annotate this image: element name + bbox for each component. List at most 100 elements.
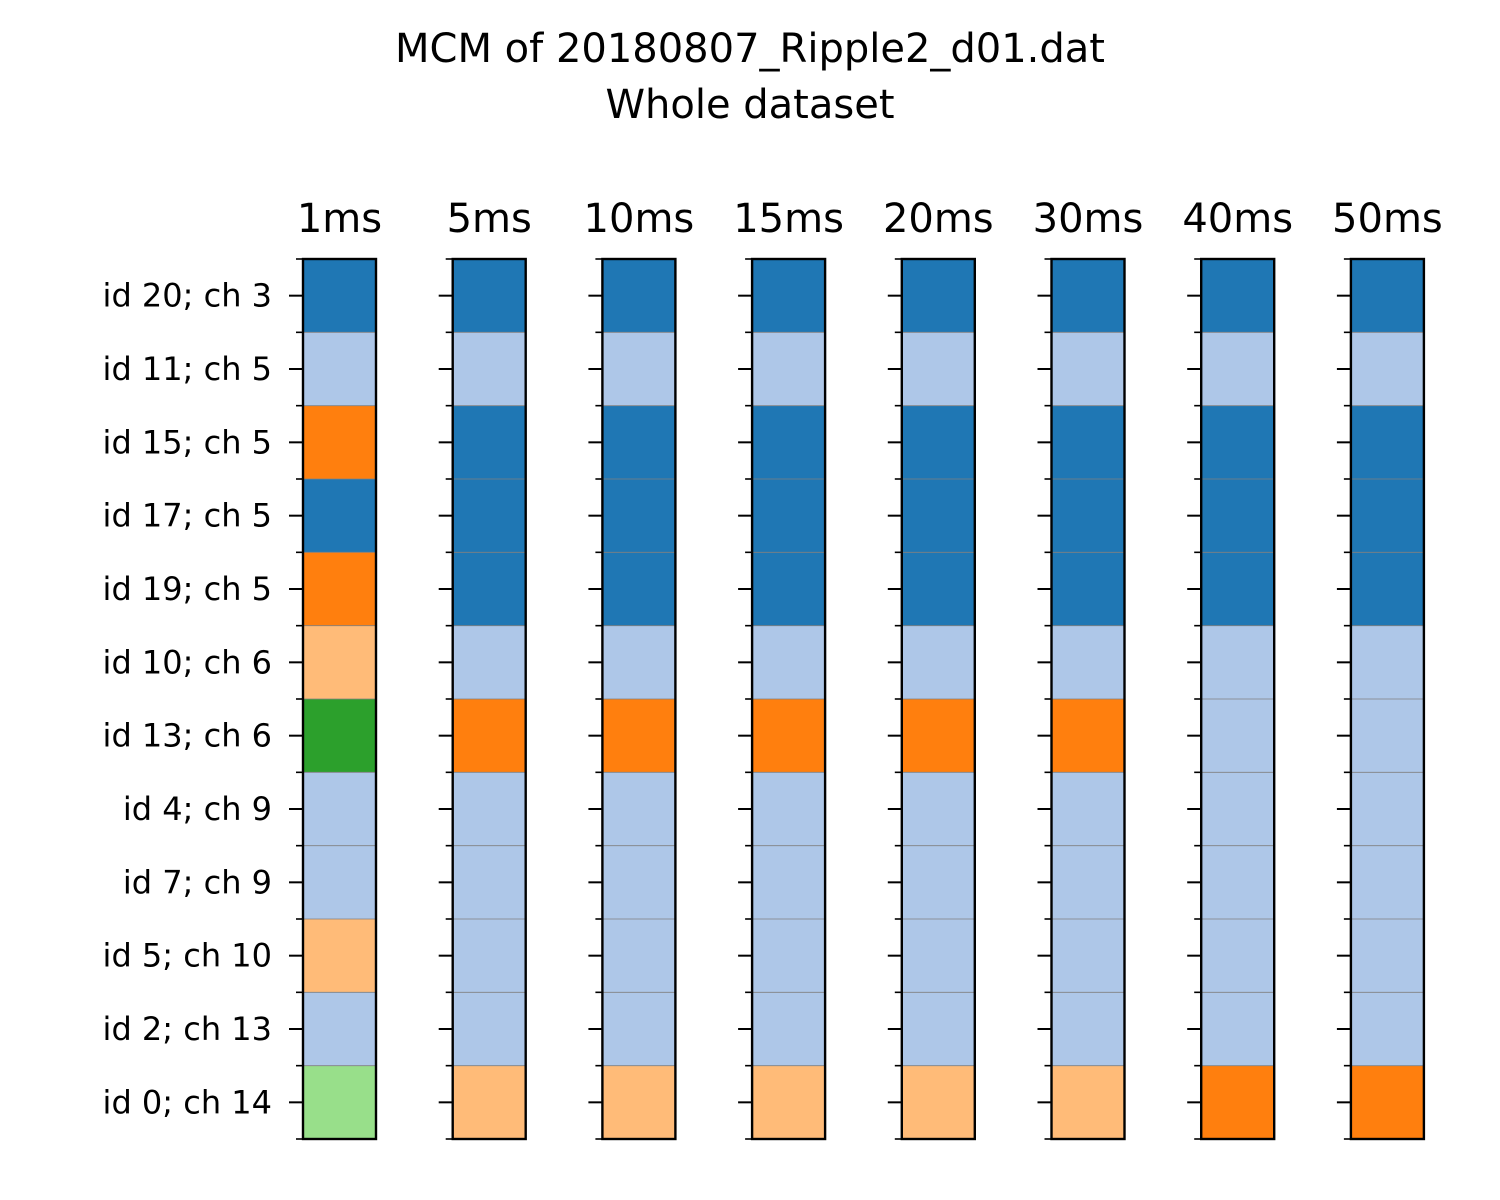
row-label: id 4; ch 9 xyxy=(123,790,272,828)
heatmap-cell xyxy=(1051,405,1125,479)
row-label: id 10; ch 6 xyxy=(103,643,272,681)
heatmap-cell xyxy=(452,332,526,406)
heatmap-cell xyxy=(452,625,526,699)
heatmap-cell xyxy=(602,772,676,846)
heatmap-cell xyxy=(303,552,376,626)
heatmap-cell xyxy=(1051,332,1125,406)
heatmap-cell xyxy=(752,259,826,333)
row-label: id 0; ch 14 xyxy=(103,1083,272,1121)
heatmap-cell xyxy=(752,699,826,773)
row-label-group: id 20; ch 3 id 11; ch 5 id 15; ch 5 id 17; … xyxy=(103,277,272,1122)
heatmap-cell xyxy=(901,552,975,626)
heatmap-cell xyxy=(1051,625,1125,699)
heatmap-cell xyxy=(452,259,526,333)
heatmap-cell xyxy=(1051,772,1125,846)
heatmap-cell xyxy=(752,405,826,479)
row-label: id 15; ch 5 xyxy=(103,423,272,461)
heatmap-cell xyxy=(1350,845,1424,919)
heatmap-cell xyxy=(901,772,975,846)
panel-1ms: 1ms xyxy=(289,196,382,1141)
heatmap-cell xyxy=(901,1065,975,1139)
heatmap-cell xyxy=(303,919,376,993)
row-label: id 20; ch 3 xyxy=(103,277,272,315)
heatmap-cell xyxy=(752,552,826,626)
heatmap-cell xyxy=(1201,405,1275,479)
heatmap-cell xyxy=(303,259,376,333)
heatmap-cell xyxy=(303,699,376,773)
heatmap-cell xyxy=(602,259,676,333)
heatmap-cell xyxy=(901,992,975,1066)
column-title: 20ms xyxy=(883,196,994,242)
heatmap-cell xyxy=(1201,479,1275,553)
heatmap-cell xyxy=(1051,1065,1125,1139)
heatmap-cell xyxy=(452,992,526,1066)
heatmap-cell xyxy=(752,332,826,406)
heatmap-cell xyxy=(303,625,376,699)
heatmap-cell xyxy=(1350,772,1424,846)
heatmap-cell xyxy=(602,992,676,1066)
heatmap-cell xyxy=(1201,1065,1275,1139)
row-label: id 2; ch 13 xyxy=(103,1010,272,1048)
heatmap-cell xyxy=(303,479,376,553)
heatmap-cell xyxy=(452,479,526,553)
heatmap-cell xyxy=(1201,845,1275,919)
heatmap-cell xyxy=(1350,1065,1424,1139)
heatmap-cell xyxy=(452,772,526,846)
column-title: 50ms xyxy=(1332,196,1443,242)
row-label: id 17; ch 5 xyxy=(103,497,272,535)
row-label: id 19; ch 5 xyxy=(103,570,272,608)
heatmap-cell xyxy=(452,1065,526,1139)
heatmap-cell xyxy=(1051,479,1125,553)
heatmap-cell xyxy=(752,625,826,699)
heatmap-cell xyxy=(901,699,975,773)
panel-10ms: 10ms xyxy=(584,196,695,1141)
heatmap-cell xyxy=(452,405,526,479)
heatmap-cell xyxy=(602,552,676,626)
heatmap-cell xyxy=(1201,552,1275,626)
heatmap-cell xyxy=(752,992,826,1066)
row-label: id 11; ch 5 xyxy=(103,350,272,388)
heatmap-cell xyxy=(602,845,676,919)
heatmap-cell xyxy=(1201,699,1275,773)
heatmap-cell xyxy=(1051,992,1125,1066)
heatmap-cell xyxy=(1051,259,1125,333)
heatmap-cell xyxy=(1051,919,1125,993)
column-title: 10ms xyxy=(584,196,695,242)
heatmap-cell xyxy=(1201,625,1275,699)
heatmap-cell xyxy=(752,845,826,919)
heatmap-cell xyxy=(452,552,526,626)
heatmap-cell xyxy=(1350,332,1424,406)
heatmap-cell xyxy=(1201,332,1275,406)
heatmap-cell xyxy=(1350,259,1424,333)
panel-50ms: 50ms xyxy=(1332,196,1443,1141)
heatmap-cell xyxy=(602,919,676,993)
heatmap-cell xyxy=(303,1065,376,1139)
heatmap-cell xyxy=(602,1065,676,1139)
heatmap-cell xyxy=(901,479,975,553)
heatmap-cell xyxy=(1201,259,1275,333)
heatmap-cell xyxy=(602,625,676,699)
row-label: id 5; ch 10 xyxy=(103,937,272,975)
heatmap-cell xyxy=(752,1065,826,1139)
panel-20ms: 20ms xyxy=(883,196,994,1141)
heatmap-cell xyxy=(1350,699,1424,773)
heatmap-cell xyxy=(303,845,376,919)
heatmap-cell xyxy=(1051,552,1125,626)
heatmap-cell xyxy=(1350,992,1424,1066)
heatmap-cell xyxy=(901,405,975,479)
heatmap-cell xyxy=(602,405,676,479)
heatmap-cell xyxy=(1350,552,1424,626)
heatmap-cell xyxy=(1201,992,1275,1066)
panel-5ms: 5ms xyxy=(438,196,532,1141)
heatmap-cell xyxy=(452,919,526,993)
panel-30ms: 30ms xyxy=(1033,196,1143,1141)
heatmap-cell xyxy=(602,699,676,773)
panel-15ms: 15ms xyxy=(733,196,844,1141)
panel-40ms: 40ms xyxy=(1182,196,1293,1141)
heatmap-cell xyxy=(1350,625,1424,699)
heatmap-cell xyxy=(901,845,975,919)
heatmap-cell xyxy=(452,699,526,773)
heatmap-cell xyxy=(1201,772,1275,846)
heatmap-cell xyxy=(602,479,676,553)
